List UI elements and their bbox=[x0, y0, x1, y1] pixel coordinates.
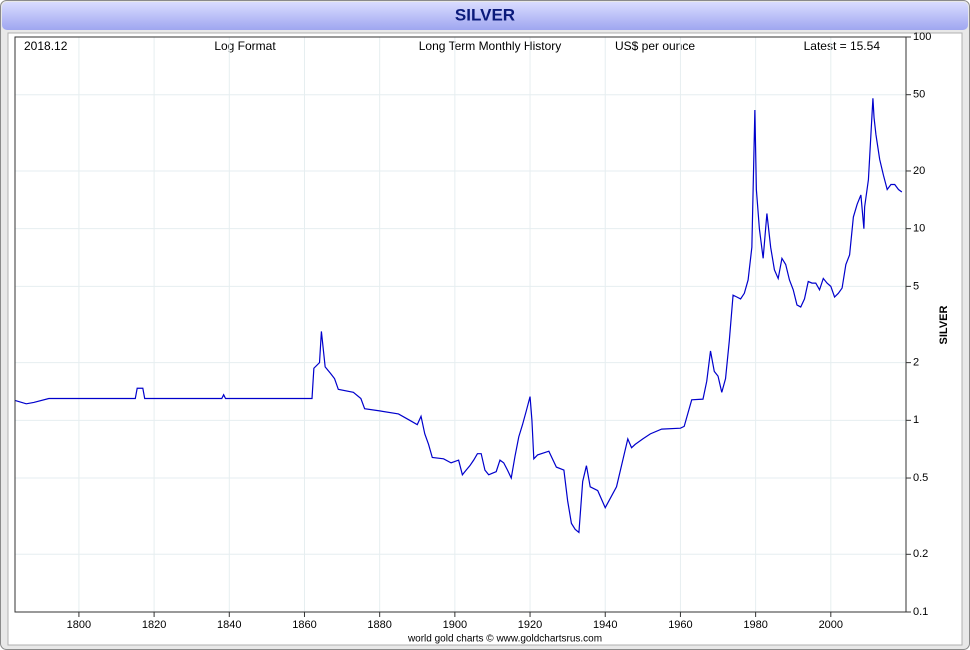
x-tick-label: 1800 bbox=[67, 619, 91, 631]
y-axis-label: SILVER bbox=[938, 305, 950, 344]
chart-title: SILVER bbox=[455, 5, 515, 24]
header-text: US$ per ounce bbox=[615, 39, 695, 53]
x-tick-label: 1900 bbox=[443, 619, 467, 631]
plot-border bbox=[14, 36, 907, 613]
y-tick-label: 20 bbox=[913, 165, 925, 177]
x-tick-label: 1960 bbox=[668, 619, 692, 631]
title-bar bbox=[2, 2, 968, 30]
y-tick-label: 0.1 bbox=[913, 606, 928, 618]
y-tick-label: 50 bbox=[913, 89, 925, 101]
y-tick-label: 5 bbox=[913, 280, 919, 292]
x-tick-label: 1860 bbox=[292, 619, 316, 631]
x-tick-label: 1920 bbox=[518, 619, 542, 631]
x-tick-label: 1820 bbox=[142, 619, 166, 631]
price-line bbox=[14, 98, 903, 534]
y-tick-label: 0.2 bbox=[913, 548, 928, 560]
header-text: Log Format bbox=[214, 39, 276, 53]
y-tick-label: 0.5 bbox=[913, 472, 928, 484]
x-tick-label: 2000 bbox=[819, 619, 843, 631]
y-tick-label: 1 bbox=[913, 414, 919, 426]
x-tick-label: 1940 bbox=[593, 619, 617, 631]
plot-area bbox=[14, 36, 907, 613]
y-tick-label: 10 bbox=[913, 223, 925, 235]
x-tick-label: 1840 bbox=[217, 619, 241, 631]
header-text: Long Term Monthly History bbox=[419, 39, 562, 53]
x-tick-label: 1980 bbox=[743, 619, 767, 631]
footer: world gold charts © www.goldchartsrus.co… bbox=[407, 634, 602, 645]
header-text: 2018.12 bbox=[24, 39, 68, 53]
x-tick-label: 1880 bbox=[367, 619, 391, 631]
header-text: Latest = 15.54 bbox=[804, 39, 881, 53]
y-tick-label: 100 bbox=[913, 31, 931, 43]
y-tick-label: 2 bbox=[913, 357, 919, 369]
